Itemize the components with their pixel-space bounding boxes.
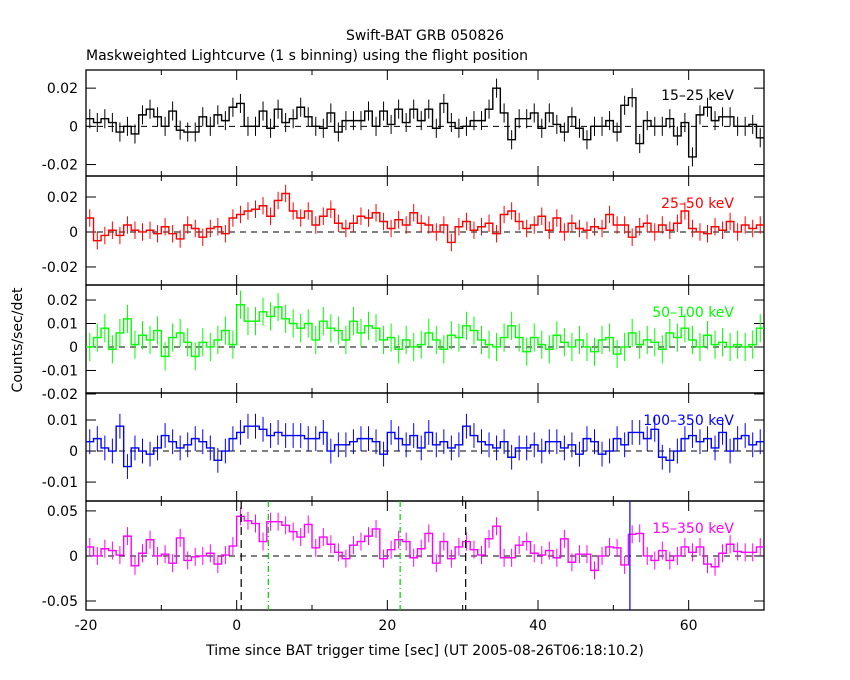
band-label: 15–350 keV [652,521,734,537]
y-tick-label: -0.02 [42,260,78,276]
histogram-series [86,515,764,572]
chart-subtitle: Maskweighted Lightcurve (1 s binning) us… [86,48,528,64]
y-tick-label: 0 [69,340,78,356]
panel-1: 0.02 0 -0.02 25–50 keV [42,175,765,286]
panel-3: 0.01 0 -0.01 100–350 keV [42,392,765,502]
band-label: 50–100 keV [652,305,734,321]
y-tick-label: -0.05 [42,594,78,610]
x-tick-label: -20 [75,618,98,634]
y-tick-label: -0.02 [42,158,78,174]
y-tick-label: 0.01 [47,317,78,333]
histogram-series [86,425,764,468]
panel-2: 0.02 0.01 0 -0.01 -0.02 50–100 keV [42,284,765,403]
y-tick-label: 0.02 [47,81,78,97]
y-tick-label: 0 [69,119,78,135]
x-tick-label: 40 [529,618,547,634]
x-tick-label: 20 [378,618,396,634]
y-tick-label: 0.01 [47,413,78,429]
histogram-series [86,192,764,244]
panel-0: 0.02 0 -0.02 15–25 keV [42,69,765,177]
chart-title: Swift-BAT GRB 050826 [346,28,504,44]
y-tick-label: -0.01 [42,363,78,379]
band-label: 25–50 keV [661,196,734,212]
histogram-series [86,304,764,358]
x-tick-label: 60 [680,618,698,634]
histogram-series [86,87,764,158]
x-axis-label: Time since BAT trigger time [sec] (UT 20… [205,643,644,659]
y-tick-label: -0.01 [42,475,78,491]
y-tick-label: 0 [69,444,78,460]
y-tick-label: 0.02 [47,293,78,309]
x-tick-label: 0 [232,618,241,634]
y-tick-label: 0.05 [47,504,78,520]
y-tick-label: -0.02 [42,387,78,403]
band-label: 15–25 keV [661,88,734,104]
y-tick-label: 0 [69,549,78,565]
y-tick-label: 0 [69,225,78,241]
y-tick-label: 0.02 [47,190,78,206]
band-label: 100–350 keV [643,413,734,429]
panel-4: 0.05 0 -0.05 15–350 keV [42,500,765,611]
y-axis-label: Counts/sec/det [10,287,26,392]
